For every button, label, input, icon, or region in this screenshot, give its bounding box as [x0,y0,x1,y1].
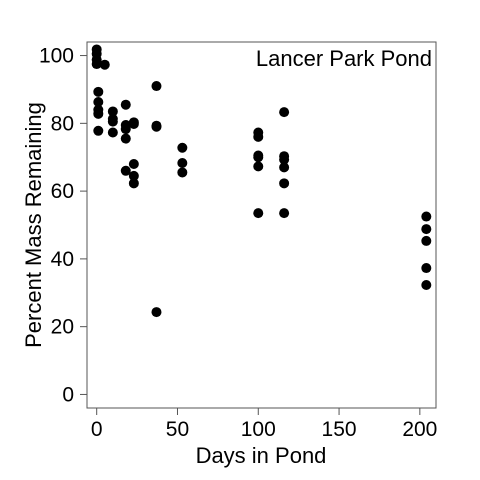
data-point [128,119,139,130]
data-point [128,159,139,169]
data-point [279,162,290,173]
data-point [107,116,118,127]
x-axis-title: Days in Pond [196,443,327,468]
data-point [177,142,188,153]
y-tick-label: 100 [39,45,74,68]
data-point [93,108,104,119]
data-point [151,307,162,318]
x-tick-label: 50 [166,418,189,441]
panel-label: Lancer Park Pond [256,46,432,71]
plot-frame [86,41,437,409]
data-point [253,131,264,142]
y-tick-label: 60 [51,180,74,203]
x-tick-label: 200 [402,418,437,441]
data-point [120,124,131,135]
x-axis: 0 50 100 150 200 [91,408,437,441]
data-point [279,178,290,189]
y-axis-title: Percent Mass Remaining [21,102,46,348]
data-point [253,161,264,172]
y-tick-label: 0 [62,383,74,406]
data-point [128,178,139,189]
x-tick-label: 0 [91,418,103,441]
data-point [253,152,264,163]
data-point [93,125,104,136]
data-point [279,107,290,118]
data-point [421,211,432,222]
data-point [279,208,290,219]
x-tick-label: 150 [322,418,357,441]
data-points [91,44,432,318]
data-point [253,208,264,219]
data-point [421,279,432,290]
y-tick-label: 40 [51,248,74,271]
data-point [93,86,104,97]
data-point [151,81,162,92]
data-point [421,235,432,246]
y-tick-label: 80 [51,112,74,135]
data-point [120,165,131,176]
data-point [177,157,188,168]
data-point [107,106,118,117]
y-tick-label: 20 [51,316,74,339]
x-tick-label: 100 [241,418,276,441]
data-point [279,154,290,165]
data-point [93,96,104,107]
data-point [107,127,118,138]
data-point [151,121,162,132]
data-point [120,133,131,144]
data-point [91,59,102,70]
data-point [421,263,432,274]
data-point [120,99,131,110]
data-point [128,170,139,181]
data-point [421,224,432,235]
data-point [177,167,188,178]
data-point [99,59,110,70]
y-axis: 0 20 40 60 80 100 [39,45,87,406]
